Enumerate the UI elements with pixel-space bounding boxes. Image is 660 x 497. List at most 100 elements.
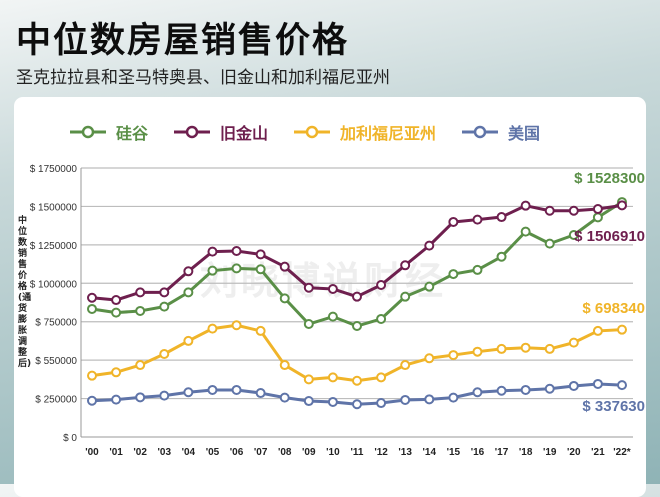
data-point — [424, 353, 435, 364]
data-point — [592, 212, 603, 223]
data-point — [617, 380, 627, 391]
data-point — [352, 291, 362, 302]
data-point — [279, 360, 290, 371]
legend-marker-icon — [462, 125, 499, 139]
data-point — [303, 396, 314, 407]
x-tick-label: '09 — [302, 447, 316, 458]
legend-item: 美国 — [462, 120, 540, 144]
data-point — [424, 281, 435, 292]
data-point — [255, 249, 266, 260]
legend-label: 硅谷 — [116, 124, 149, 143]
legend-label: 美国 — [508, 124, 541, 143]
page-title: 中位数房屋销售价格 — [16, 20, 350, 61]
data-point — [207, 246, 218, 257]
data-point — [424, 240, 435, 251]
legend-item: 硅谷 — [70, 120, 148, 144]
x-tick-label: '08 — [278, 447, 292, 458]
x-tick-label: '17 — [495, 447, 509, 458]
data-point — [448, 269, 459, 280]
x-tick-label: '12 — [374, 447, 388, 458]
data-point — [231, 246, 242, 257]
data-point — [135, 305, 146, 316]
x-tick-label: '06 — [230, 447, 244, 458]
x-tick-label: '04 — [182, 447, 196, 458]
data-point — [207, 265, 218, 276]
data-point — [400, 260, 411, 271]
data-point — [159, 390, 170, 401]
y-tick-label: $ 1250000 — [30, 241, 78, 252]
data-point — [111, 295, 122, 306]
data-point — [544, 238, 555, 249]
data-point — [135, 360, 146, 371]
x-tick-label: '01 — [109, 447, 123, 458]
data-point — [255, 325, 266, 336]
data-point — [111, 367, 122, 378]
data-point — [520, 200, 531, 211]
data-point — [279, 392, 290, 403]
x-tick-label: '07 — [254, 447, 268, 458]
x-tick-label: '15 — [447, 447, 461, 458]
y-tick-label: $ 1500000 — [30, 202, 78, 213]
data-point — [544, 343, 555, 354]
data-point — [472, 214, 483, 225]
x-tick-label: '22* — [613, 447, 631, 458]
data-point — [376, 313, 387, 324]
data-point — [496, 385, 507, 396]
end-value-label: $ 1506910 — [574, 228, 645, 245]
data-point — [183, 287, 194, 298]
data-point — [183, 335, 194, 346]
data-point — [592, 204, 603, 215]
x-tick-label: '19 — [543, 447, 557, 458]
legend-marker-icon — [70, 125, 106, 139]
y-tick-label: $ 1000000 — [30, 279, 78, 290]
data-point — [159, 301, 170, 312]
data-point — [496, 251, 507, 262]
data-point — [231, 263, 242, 274]
data-point — [400, 360, 411, 371]
data-point — [592, 325, 603, 336]
x-tick-label: '03 — [158, 447, 172, 458]
legend-item: 旧金山 — [174, 120, 268, 144]
data-point — [568, 205, 579, 216]
y-tick-label: $ 1750000 — [30, 164, 78, 175]
data-point — [135, 287, 146, 298]
x-tick-label: '10 — [326, 447, 340, 458]
data-point — [472, 264, 483, 275]
data-point — [448, 216, 459, 227]
data-point — [448, 392, 459, 403]
y-tick-label: $ 250000 — [35, 395, 77, 406]
y-tick-label: $ 0 — [63, 433, 77, 444]
data-point — [303, 282, 314, 293]
y-tick-label: $ 750000 — [35, 318, 77, 329]
data-point — [279, 261, 290, 272]
legend-label: 旧金山 — [220, 124, 269, 143]
line-chart: $ 0 $ 250000 $ 550000 $ 750000 $ 1000000 $ 12… — [30, 164, 645, 458]
data-point — [352, 321, 362, 332]
x-tick-label: '20 — [567, 447, 581, 458]
data-point — [111, 394, 122, 405]
data-point — [376, 372, 387, 383]
data-point — [352, 375, 362, 386]
legend-marker-icon — [174, 125, 211, 139]
x-tick-label: '18 — [519, 447, 533, 458]
x-tick-label: '00 — [85, 447, 99, 458]
y-axis-label: 中位数销售价格(通货膨胀调整后) — [18, 216, 32, 369]
x-tick-label: '11 — [351, 447, 364, 458]
data-point — [87, 395, 97, 406]
data-point — [87, 292, 97, 303]
data-point — [327, 311, 338, 322]
data-point — [617, 324, 627, 335]
data-point — [327, 396, 338, 407]
data-point — [255, 388, 266, 399]
data-point — [207, 323, 218, 334]
end-value-label: $ 1528300 — [574, 170, 645, 187]
data-point — [327, 372, 338, 383]
series-line-2 — [91, 323, 623, 383]
x-tick-label: '13 — [398, 447, 412, 458]
legend: 硅谷 旧金山 加利福尼亚州 美国 — [70, 120, 540, 144]
data-point — [303, 374, 314, 385]
data-point — [424, 394, 435, 405]
legend-item: 加利福尼亚州 — [294, 120, 436, 144]
data-point — [231, 320, 242, 331]
data-point — [183, 387, 194, 398]
